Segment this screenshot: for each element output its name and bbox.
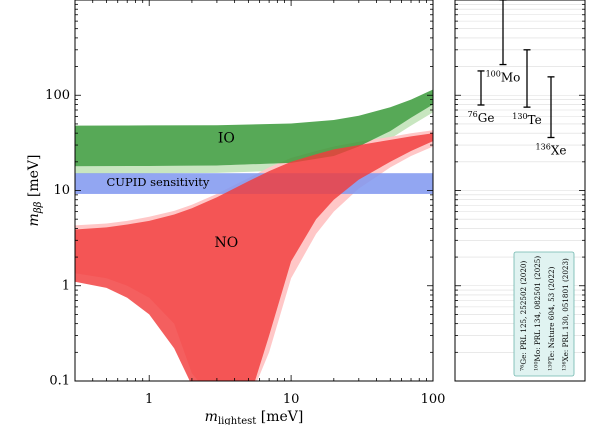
y-tick-label: 0.1 [49,374,70,389]
isotope-bar-te: 130Te [512,49,542,127]
legend-entry: 130Te: Nature 604, 53 (2022) [547,266,556,371]
legend: 76Ge: PRL 125, 252502 (2020) 100Mo: PRL 1… [513,251,575,377]
isotope-label: 76Ge [468,110,495,125]
x-tick-label: 1 [145,392,153,407]
x-axis-label: mlightest [meV] [205,409,304,425]
isotope-label: 130Te [512,112,541,127]
isotope-label: 136Xe [536,143,567,158]
x-tick-label: 10 [283,392,300,407]
main-labels: IO NO CUPID sensitivity mlightest [meV] mββ … [26,131,303,425]
legend-box [513,251,575,377]
legend-entry: 76Ge: PRL 125, 252502 (2020) [519,261,528,371]
legend-entry: 136Xe: PRL 130, 051801 (2023) [561,258,570,371]
isotope-bar-xe: 136Xe [536,76,567,158]
y-tick-label: 10 [53,183,70,198]
isotope-bar-mo: 100Mo [486,0,521,85]
y-tick-label: 100 [45,88,70,103]
y-axis-label: mββ [meV] [26,155,44,227]
cupid-label: CUPID sensitivity [106,175,209,189]
io-region [75,89,433,167]
main-ticks: 1 10 100 0.1 1 10 100 [45,0,445,407]
main-regions [75,89,433,381]
y-tick-label: 1 [62,278,70,293]
isotope-bar-ge: 76Ge [468,70,495,125]
isotope-label: 100Mo [486,70,521,85]
io-label: IO [218,131,235,147]
side-panel: 76Ge 100Mo 130Te 136Xe 76Ge: PRL 125, 25250… [454,0,586,382]
side-ticks [455,0,585,382]
no-region [75,133,433,381]
x-tick-label: 100 [421,392,446,407]
no-label: NO [215,235,239,251]
legend-entry: 100Mo: PRL 134, 082501 (2025) [533,256,542,371]
isotope-error-bars: 76Ge 100Mo 130Te 136Xe [468,0,567,158]
main-panel: 1 10 100 0.1 1 10 100 IO NO CUPID sensitivity mli… [26,0,445,425]
